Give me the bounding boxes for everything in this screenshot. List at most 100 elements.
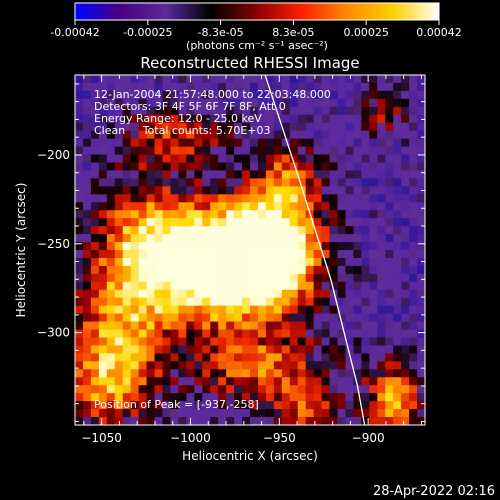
- image-pixel: [226, 345, 235, 354]
- image-pixel: [313, 218, 322, 227]
- image-pixel: [138, 313, 147, 322]
- image-pixel: [297, 226, 306, 235]
- image-pixel: [401, 114, 410, 124]
- image-pixel: [265, 226, 275, 235]
- image-pixel: [257, 377, 267, 386]
- image-pixel: [82, 361, 92, 370]
- image-pixel: [234, 114, 243, 124]
- image-pixel: [178, 305, 187, 314]
- image-pixel: [321, 417, 330, 425]
- image-pixel: [273, 417, 283, 425]
- image-pixel: [337, 138, 346, 147]
- image-pixel: [146, 273, 155, 283]
- image-pixel: [210, 345, 219, 354]
- colorbar-tick-label: 0.00042: [416, 26, 462, 39]
- image-pixel: [202, 242, 211, 251]
- image-pixel: [250, 353, 259, 362]
- image-pixel: [154, 210, 163, 219]
- image-pixel: [90, 250, 100, 259]
- image-pixel: [242, 305, 251, 314]
- image-pixel: [257, 186, 267, 195]
- image-pixel: [154, 90, 163, 100]
- image-pixel: [273, 210, 283, 219]
- image-pixel: [75, 321, 84, 330]
- image-pixel: [154, 313, 163, 322]
- image-pixel: [281, 82, 291, 92]
- image-pixel: [250, 234, 259, 243]
- image-pixel: [305, 265, 314, 275]
- image-pixel: [281, 409, 291, 418]
- image-pixel: [130, 114, 139, 124]
- image-pixel: [130, 409, 139, 418]
- image-pixel: [377, 138, 386, 147]
- image-pixel: [98, 409, 108, 418]
- image-pixel: [385, 154, 394, 163]
- image-pixel: [385, 114, 394, 124]
- image-pixel: [218, 305, 227, 314]
- image-pixel: [369, 98, 378, 108]
- image-pixel: [75, 202, 84, 211]
- image-pixel: [329, 305, 338, 314]
- image-pixel: [337, 409, 346, 418]
- image-pixel: [289, 369, 299, 378]
- image-pixel: [210, 305, 219, 314]
- image-pixel: [329, 138, 338, 147]
- image-pixel: [234, 242, 243, 251]
- image-pixel: [401, 90, 410, 100]
- image-pixel: [178, 369, 187, 378]
- image-pixel: [146, 385, 155, 394]
- image-pixel: [361, 305, 370, 314]
- image-pixel: [345, 305, 354, 314]
- image-pixel: [265, 321, 275, 330]
- image-pixel: [337, 250, 346, 259]
- image-pixel: [369, 321, 378, 330]
- image-pixel: [393, 154, 402, 163]
- image-pixel: [75, 178, 84, 187]
- image-pixel: [194, 321, 203, 330]
- image-pixel: [401, 146, 410, 155]
- image-pixel: [202, 75, 211, 84]
- image-pixel: [250, 82, 259, 92]
- image-pixel: [98, 385, 108, 394]
- image-pixel: [281, 361, 291, 370]
- image-pixel: [417, 202, 425, 211]
- image-pixel: [226, 154, 235, 163]
- image-pixel: [98, 417, 108, 425]
- image-pixel: [385, 401, 394, 410]
- image-pixel: [385, 218, 394, 227]
- image-pixel: [250, 130, 259, 139]
- image-pixel: [186, 90, 195, 100]
- image-pixel: [146, 393, 155, 402]
- image-pixel: [218, 218, 227, 227]
- image-pixel: [162, 265, 171, 275]
- image-pixel: [305, 98, 314, 108]
- image-pixel: [257, 90, 267, 100]
- image-pixel: [122, 226, 131, 235]
- image-pixel: [162, 218, 171, 227]
- image-pixel: [313, 242, 322, 251]
- image-pixel: [337, 265, 346, 275]
- image-pixel: [353, 162, 362, 171]
- image-pixel: [369, 353, 378, 362]
- image-pixel: [154, 337, 163, 346]
- image-pixel: [82, 409, 92, 418]
- image-pixel: [305, 122, 314, 131]
- image-pixel: [353, 90, 362, 100]
- image-pixel: [265, 98, 275, 108]
- image-pixel: [337, 75, 346, 84]
- image-pixel: [138, 130, 147, 139]
- image-pixel: [257, 146, 267, 155]
- image-pixel: [75, 250, 84, 259]
- image-pixel: [75, 138, 84, 147]
- image-pixel: [98, 273, 108, 283]
- image-pixel: [409, 186, 418, 195]
- image-pixel: [345, 353, 354, 362]
- image-pixel: [170, 98, 179, 108]
- image-pixel: [273, 186, 283, 195]
- image-pixel: [353, 210, 362, 219]
- image-pixel: [257, 393, 267, 402]
- image-pixel: [90, 305, 100, 314]
- image-pixel: [90, 226, 100, 235]
- image-pixel: [305, 194, 314, 203]
- image-pixel: [361, 146, 370, 155]
